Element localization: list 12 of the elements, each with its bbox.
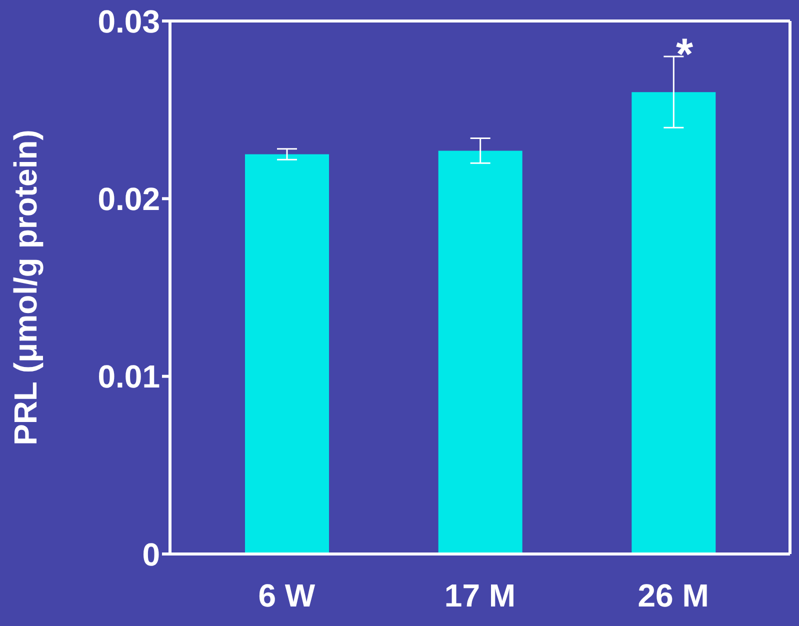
bar (438, 150, 522, 554)
x-tick-label: 6 W (258, 578, 316, 614)
x-tick-label: 17 M (444, 578, 516, 614)
y-tick-label: 0.01 (98, 358, 160, 395)
bar (245, 154, 329, 554)
bar (632, 92, 716, 554)
annotation: * (676, 30, 694, 80)
y-tick-label: 0.02 (98, 181, 160, 218)
y-axis-title: PRL (μmol/g protein) (7, 130, 44, 446)
x-tick-label: 26 M (638, 578, 709, 614)
y-tick-label: 0 (142, 536, 160, 572)
y-tick-label: 0.03 (98, 3, 160, 40)
